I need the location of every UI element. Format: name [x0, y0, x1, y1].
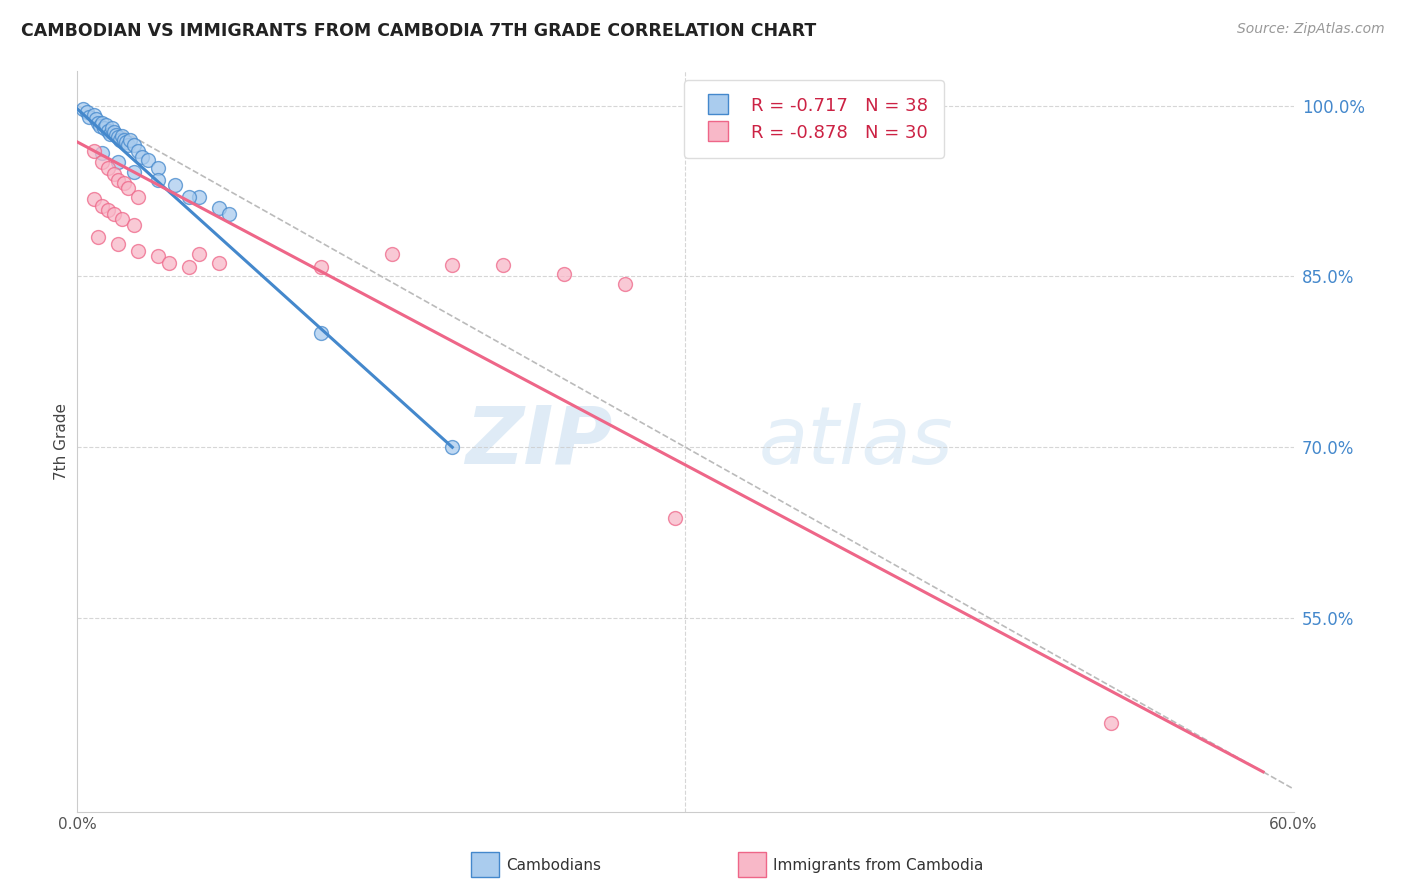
Point [111, 212, 134, 227]
Point [103, 207, 125, 221]
Text: Source: ZipAtlas.com: Source: ZipAtlas.com [1237, 22, 1385, 37]
Point [127, 144, 149, 158]
Point [83, 108, 105, 122]
Point [117, 180, 139, 194]
Point [79, 110, 101, 124]
Point [93, 121, 115, 136]
Y-axis label: 7th Grade: 7th Grade [53, 403, 69, 480]
Point [103, 167, 125, 181]
Point [86, 229, 108, 244]
Point [76, 105, 98, 120]
Point [118, 133, 141, 147]
Point [131, 150, 153, 164]
Point [208, 201, 231, 215]
Point [117, 138, 139, 153]
Point [218, 207, 240, 221]
Point [107, 155, 129, 169]
Point [90, 146, 112, 161]
Point [122, 138, 145, 153]
Point [112, 133, 135, 147]
Point [89, 119, 111, 133]
Point [177, 260, 200, 275]
Point [111, 129, 134, 144]
Point [103, 125, 125, 139]
Point [108, 133, 131, 147]
Point [380, 246, 402, 260]
Point [97, 123, 120, 137]
Point [115, 135, 138, 149]
Point [98, 127, 121, 141]
Point [122, 164, 145, 178]
Point [104, 128, 127, 143]
Point [107, 130, 129, 145]
Point [441, 258, 464, 272]
Point [72, 102, 94, 116]
Text: Cambodians: Cambodians [506, 858, 602, 872]
Point [90, 199, 112, 213]
Text: CAMBODIAN VS IMMIGRANTS FROM CAMBODIA 7TH GRADE CORRELATION CHART: CAMBODIAN VS IMMIGRANTS FROM CAMBODIA 7T… [21, 22, 817, 40]
Point [97, 203, 120, 218]
Point [101, 121, 124, 136]
Legend: R = -0.717   N = 38, R = -0.878   N = 30: R = -0.717 N = 38, R = -0.878 N = 30 [683, 80, 943, 158]
Point [664, 511, 686, 525]
Point [613, 277, 636, 292]
Point [97, 161, 120, 176]
Point [94, 118, 117, 132]
Point [492, 258, 515, 272]
Point [127, 244, 149, 259]
Point [208, 256, 231, 270]
Point [107, 237, 129, 252]
Text: Immigrants from Cambodia: Immigrants from Cambodia [773, 858, 984, 872]
Point [553, 267, 575, 281]
Point [136, 153, 159, 168]
Point [83, 192, 105, 206]
Point [157, 256, 180, 270]
Point [122, 218, 145, 232]
Point [86, 115, 108, 129]
Point [148, 172, 170, 186]
Point [148, 161, 170, 176]
Point [1099, 715, 1122, 730]
Point [83, 144, 105, 158]
Point [309, 260, 332, 275]
Point [163, 178, 186, 193]
Point [148, 249, 170, 263]
Point [188, 246, 211, 260]
Point [441, 440, 464, 454]
Point [84, 112, 107, 127]
Point [107, 172, 129, 186]
Point [90, 155, 112, 169]
Text: ZIP: ZIP [465, 402, 613, 481]
Point [112, 176, 135, 190]
Point [309, 326, 332, 341]
Point [177, 189, 200, 203]
Point [188, 189, 211, 203]
Text: atlas: atlas [758, 402, 953, 481]
Point [127, 189, 149, 203]
Point [90, 115, 112, 129]
